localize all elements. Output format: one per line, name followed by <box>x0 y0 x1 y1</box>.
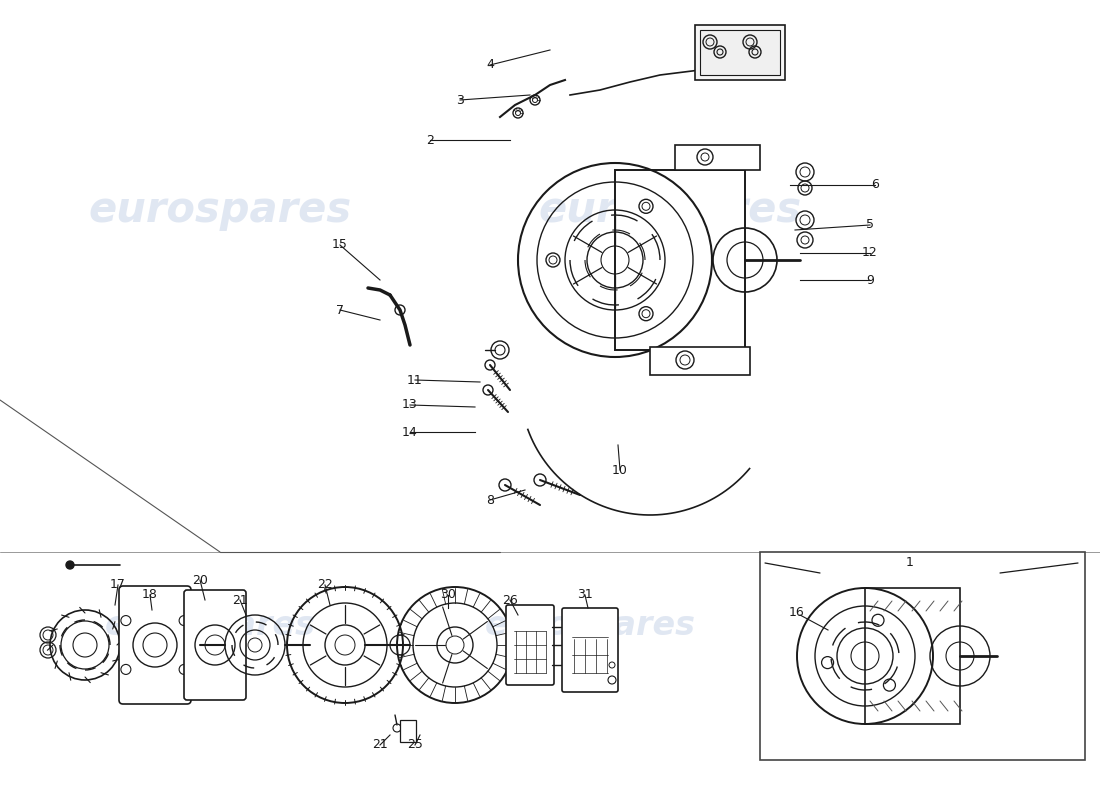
Text: 18: 18 <box>142 589 158 602</box>
Text: eurospares: eurospares <box>538 189 802 231</box>
Text: 10: 10 <box>612 463 628 477</box>
Text: 22: 22 <box>317 578 333 591</box>
FancyBboxPatch shape <box>119 586 191 704</box>
Text: 17: 17 <box>110 578 125 591</box>
FancyBboxPatch shape <box>184 590 246 700</box>
Text: 9: 9 <box>866 274 873 286</box>
Text: 12: 12 <box>862 246 878 259</box>
Text: 25: 25 <box>407 738 422 751</box>
Text: 11: 11 <box>407 374 422 386</box>
Text: 26: 26 <box>502 594 518 606</box>
Text: 3: 3 <box>456 94 464 106</box>
Text: eurospares: eurospares <box>88 189 352 231</box>
Bar <box>650 347 750 375</box>
Bar <box>695 25 785 80</box>
Text: 21: 21 <box>232 594 248 606</box>
Text: 16: 16 <box>789 606 805 618</box>
Text: 14: 14 <box>403 426 418 438</box>
Circle shape <box>66 561 74 569</box>
FancyBboxPatch shape <box>506 605 554 685</box>
Text: 5: 5 <box>866 218 874 231</box>
Bar <box>675 145 760 170</box>
Bar <box>700 30 780 75</box>
Bar <box>760 552 1085 760</box>
Bar <box>400 720 416 742</box>
Bar <box>865 588 960 724</box>
Text: 20: 20 <box>192 574 208 586</box>
Text: 7: 7 <box>336 303 344 317</box>
Text: 13: 13 <box>403 398 418 411</box>
FancyBboxPatch shape <box>562 608 618 692</box>
Text: 31: 31 <box>578 589 593 602</box>
Text: 2: 2 <box>426 134 433 146</box>
Text: 15: 15 <box>332 238 348 251</box>
Bar <box>615 170 745 350</box>
Text: 30: 30 <box>440 589 455 602</box>
Text: 4: 4 <box>486 58 494 71</box>
Text: 21: 21 <box>372 738 388 751</box>
Text: 8: 8 <box>486 494 494 506</box>
Text: 1: 1 <box>906 557 914 570</box>
Text: eurospares: eurospares <box>484 609 695 642</box>
Text: 6: 6 <box>871 178 879 191</box>
Text: eurospares: eurospares <box>104 609 316 642</box>
